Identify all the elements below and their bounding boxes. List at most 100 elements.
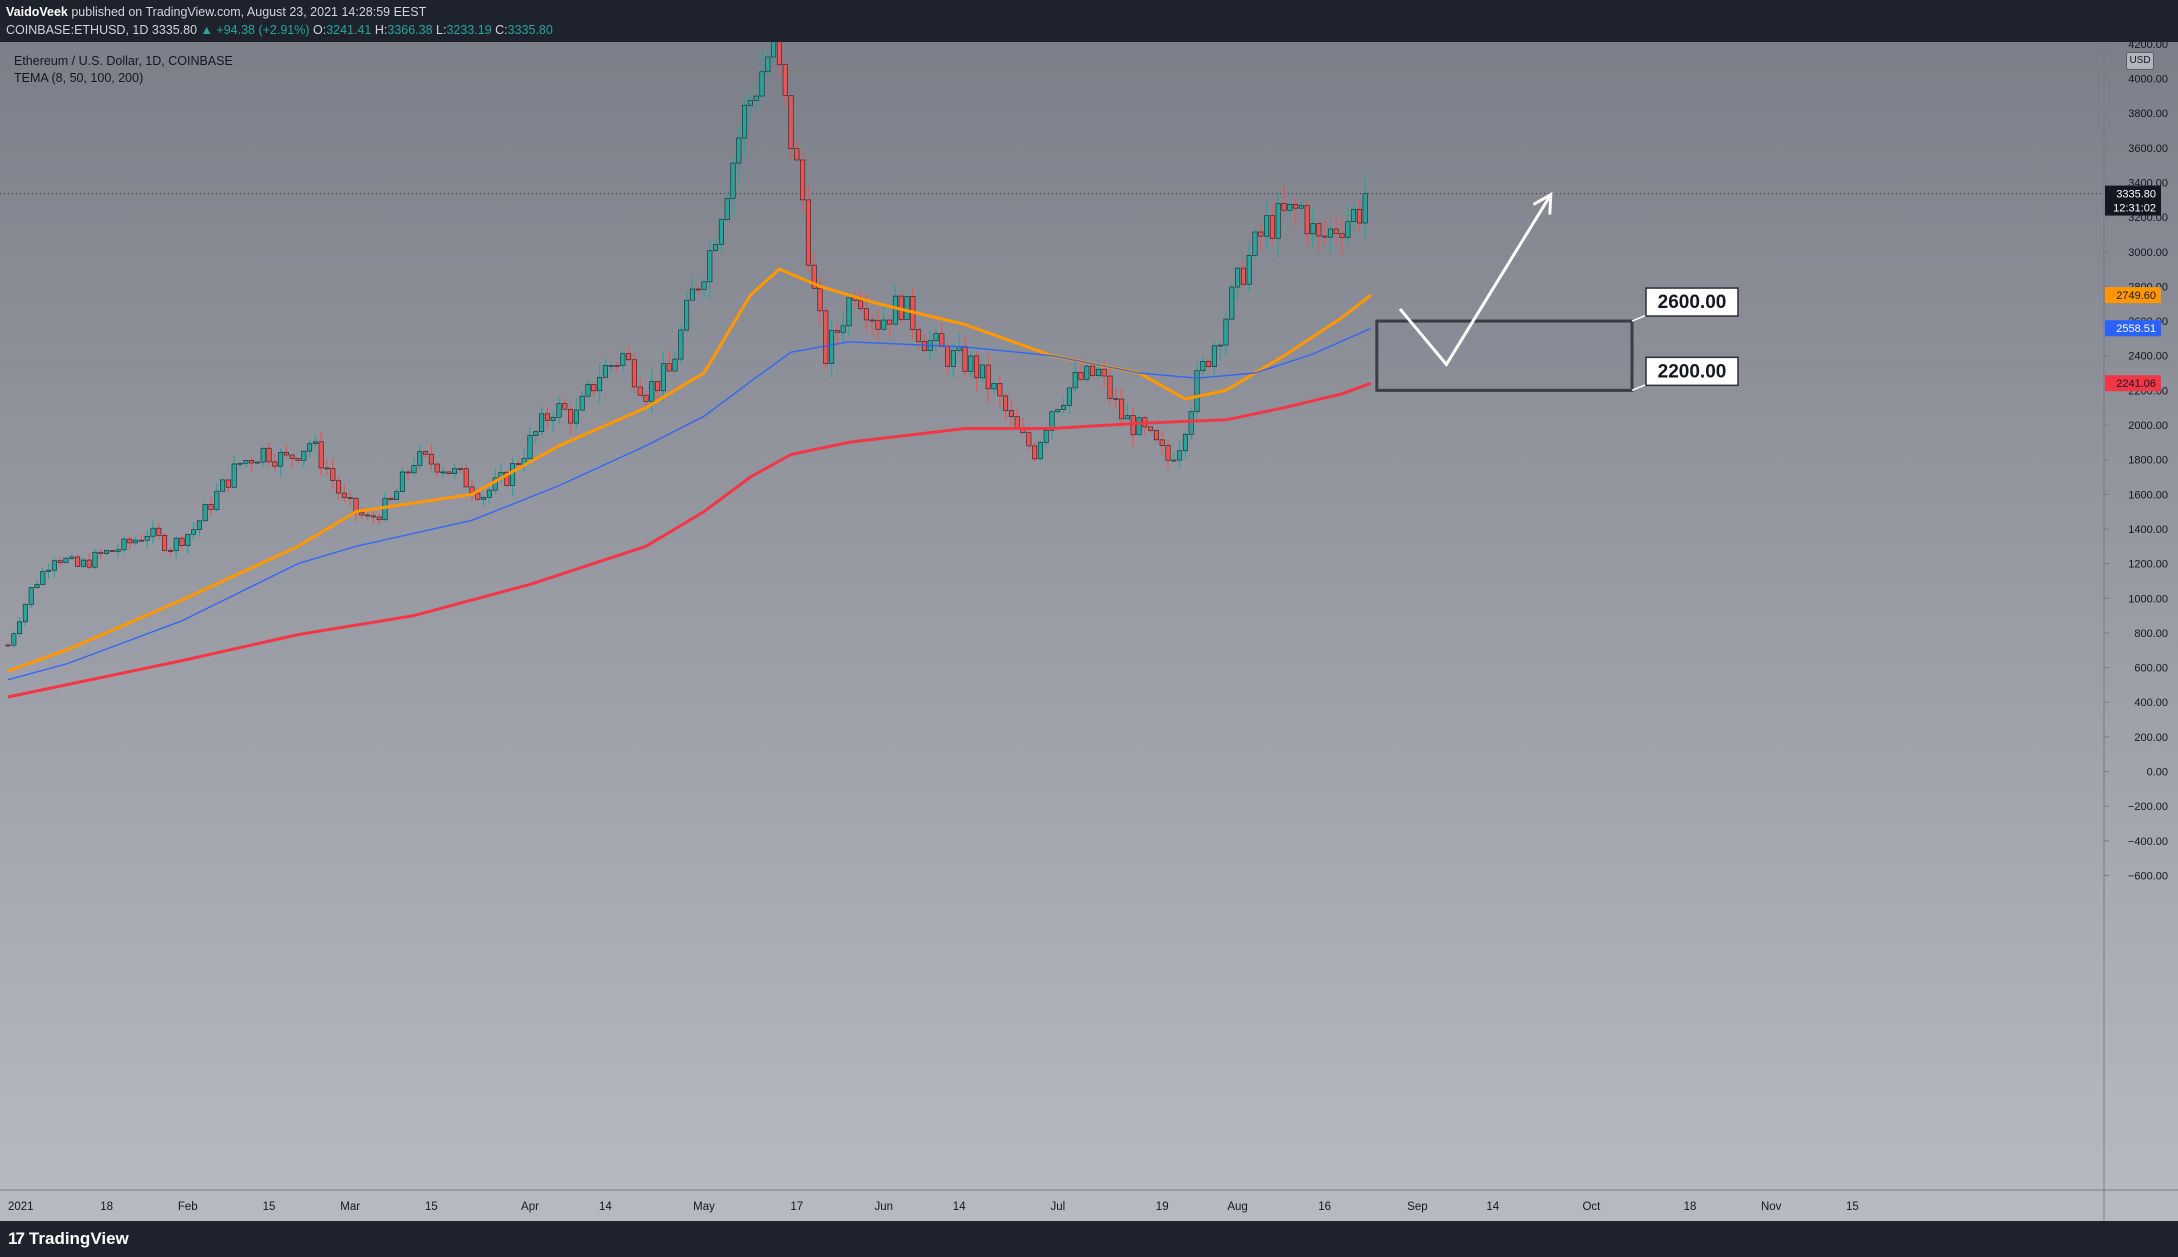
candle-body — [730, 162, 736, 199]
candle-body — [892, 295, 898, 325]
candle-body — [405, 471, 411, 474]
candle-body — [1246, 255, 1252, 285]
candle-body — [1003, 395, 1009, 411]
drawing-annotations[interactable]: 2600.00 2200.00 — [1375, 191, 1739, 392]
candle-body — [1362, 193, 1368, 224]
price-tick-label: 400.00 — [2134, 697, 2168, 709]
candle-body — [655, 381, 661, 392]
time-tick-label: May — [693, 1201, 715, 1213]
candle-body — [568, 408, 574, 424]
candle-body — [834, 330, 840, 333]
price-tick-label: 600.00 — [2134, 663, 2168, 675]
candle-body — [539, 413, 545, 432]
candle-body — [840, 325, 846, 333]
high-label: H: — [374, 23, 388, 37]
candle-body — [260, 447, 266, 463]
candle-body — [1032, 445, 1038, 460]
publish-info: VaidoVeek published on TradingView.com, … — [6, 5, 426, 19]
candle-body — [718, 219, 724, 245]
candle-body — [46, 569, 52, 572]
close-label: C: — [495, 23, 508, 37]
candle-body — [1061, 405, 1067, 410]
candle-body — [620, 353, 626, 366]
time-axis[interactable] — [0, 1190, 2104, 1221]
candle-body — [771, 42, 777, 58]
indicator-title[interactable]: TEMA (8, 50, 100, 200) — [14, 71, 144, 85]
candle-body — [1107, 375, 1113, 399]
candle-body — [1264, 215, 1270, 237]
candle-body — [643, 394, 649, 402]
candle-body — [602, 365, 608, 378]
candle-body — [811, 264, 817, 289]
candle-body — [829, 330, 835, 364]
candle-body — [417, 451, 423, 466]
high-value: 3366.38 — [387, 23, 433, 37]
candle-body — [394, 491, 400, 500]
time-tick-label: 14 — [1486, 1201, 1499, 1213]
candle-body — [991, 383, 997, 390]
candle-body — [1043, 429, 1049, 443]
candle-body — [678, 329, 684, 360]
candle-body — [1293, 203, 1299, 209]
candle-body — [5, 644, 11, 647]
candle-body — [637, 386, 643, 396]
candle-body — [614, 365, 620, 367]
candle-body — [307, 443, 313, 452]
candle-body — [249, 460, 255, 464]
price-tick-label: 800.00 — [2134, 628, 2168, 640]
candle-body — [701, 281, 707, 290]
chart-pane[interactable] — [0, 42, 2104, 1190]
tradingview-logo[interactable]: 17 TradingView — [8, 1229, 129, 1249]
price-tick-label: 2000.00 — [2128, 420, 2168, 432]
candle-body — [556, 403, 562, 418]
candle-body — [411, 465, 417, 474]
time-tick-label: Jun — [875, 1201, 894, 1213]
candle-body — [1240, 267, 1246, 285]
candle-body — [1333, 228, 1339, 234]
candle-body — [776, 42, 782, 65]
candle-body — [846, 297, 852, 327]
candle-body — [254, 461, 260, 464]
candle-body — [109, 550, 115, 552]
candle-body — [434, 463, 440, 473]
price-axis[interactable] — [2104, 42, 2178, 1190]
time-tick-label: 14 — [953, 1201, 966, 1213]
candle-body — [1026, 432, 1032, 447]
time-tick-label: 2021 — [8, 1201, 34, 1213]
candle-body — [800, 159, 806, 201]
candle-body — [1316, 223, 1322, 237]
time-tick-label: 17 — [790, 1201, 803, 1213]
candle-body — [1090, 365, 1096, 376]
candle-body — [1194, 370, 1200, 413]
candle-body — [1298, 205, 1304, 209]
candle-body — [347, 497, 353, 499]
symbol-title[interactable]: Ethereum / U.S. Dollar, 1D, COINBASE — [14, 54, 233, 68]
label-2600: 2600.00 — [1658, 292, 1727, 313]
candle-body — [440, 471, 446, 474]
price-tick-label: 1000.00 — [2128, 593, 2168, 605]
low-label: L: — [436, 23, 447, 37]
candle-body — [428, 453, 434, 465]
candle-body — [626, 353, 632, 361]
candle-body — [950, 350, 956, 367]
candle-body — [997, 383, 1003, 397]
candlestick-series — [5, 42, 1368, 648]
price-chart[interactable]: 5800.005600.005400.005200.005000.004800.… — [0, 42, 2178, 1221]
time-tick-label: 15 — [263, 1201, 276, 1213]
candle-body — [289, 454, 295, 459]
candle-body — [1200, 360, 1206, 372]
price-tick-label: 2400.00 — [2128, 351, 2168, 363]
author-name[interactable]: VaidoVeek — [6, 5, 68, 19]
time-tick-label: 16 — [1318, 1201, 1331, 1213]
price-tick-label: 1800.00 — [2128, 455, 2168, 467]
candle-body — [1124, 415, 1130, 420]
candle-body — [312, 441, 318, 445]
candle-body — [1008, 410, 1014, 418]
time-tick-label: 18 — [100, 1201, 113, 1213]
candle-body — [1211, 345, 1217, 367]
price-tick-label: 200.00 — [2134, 732, 2168, 744]
currency-button[interactable]: USD — [2126, 52, 2154, 70]
time-tick-label: Apr — [521, 1201, 539, 1213]
candle-body — [1322, 235, 1328, 238]
candle-body — [1136, 417, 1142, 436]
